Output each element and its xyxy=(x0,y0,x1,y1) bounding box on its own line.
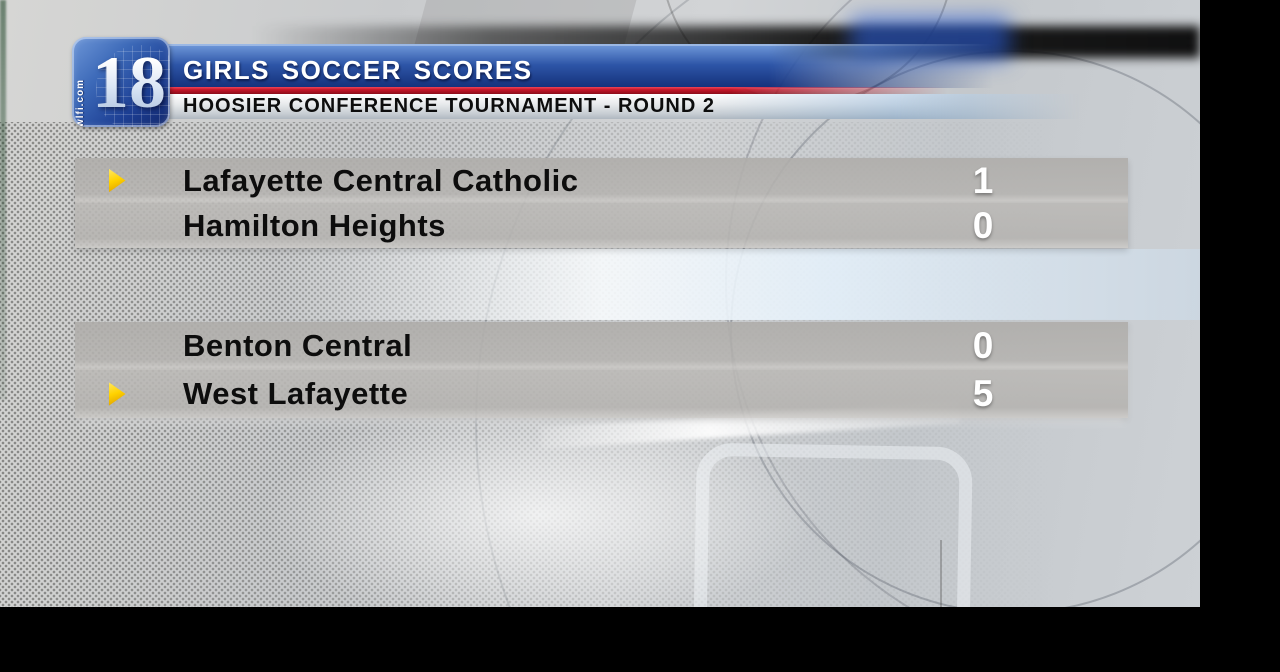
red-stripe-divider xyxy=(150,87,980,94)
score-row: West Lafayette 5 xyxy=(75,370,1128,418)
page-title: Girls Soccer Scores xyxy=(183,46,533,87)
team-score: 1 xyxy=(972,159,994,201)
game-panel: Lafayette Central Catholic 1 Hamilton He… xyxy=(75,158,1128,248)
team-score: 0 xyxy=(972,325,994,366)
graphic-area: Girls Soccer Scores HOOSIER CONFERENCE T… xyxy=(0,0,1200,607)
background-edge-tint xyxy=(0,0,6,400)
game-panel: Benton Central 0 West Lafayette 5 xyxy=(75,322,1128,418)
title-bar: Girls Soccer Scores xyxy=(150,44,1010,88)
background-light-band xyxy=(280,249,1200,320)
background-seam-line xyxy=(940,540,942,607)
team-score: 0 xyxy=(972,204,994,246)
logo-channel-number: 18 xyxy=(88,37,170,127)
score-row: Hamilton Heights 0 xyxy=(75,203,1128,248)
team-name: Lafayette Central Catholic xyxy=(183,162,579,198)
team-name: Benton Central xyxy=(183,328,413,363)
score-row: Benton Central 0 xyxy=(75,322,1128,370)
team-name: Hamilton Heights xyxy=(183,207,446,243)
subtitle-bar: HOOSIER CONFERENCE TOURNAMENT - ROUND 2 xyxy=(150,94,1080,119)
team-name: West Lafayette xyxy=(183,376,409,411)
team-score: 5 xyxy=(972,373,994,414)
station-logo: 18 wlfi.com xyxy=(72,37,170,127)
winner-arrow-icon xyxy=(108,168,126,193)
subtitle: HOOSIER CONFERENCE TOURNAMENT - ROUND 2 xyxy=(183,95,715,117)
score-row: Lafayette Central Catholic 1 xyxy=(75,158,1128,203)
winner-arrow-icon xyxy=(108,382,126,406)
logo-website-vertical: wlfi.com xyxy=(75,78,86,127)
globe-grid-icon xyxy=(96,45,170,127)
